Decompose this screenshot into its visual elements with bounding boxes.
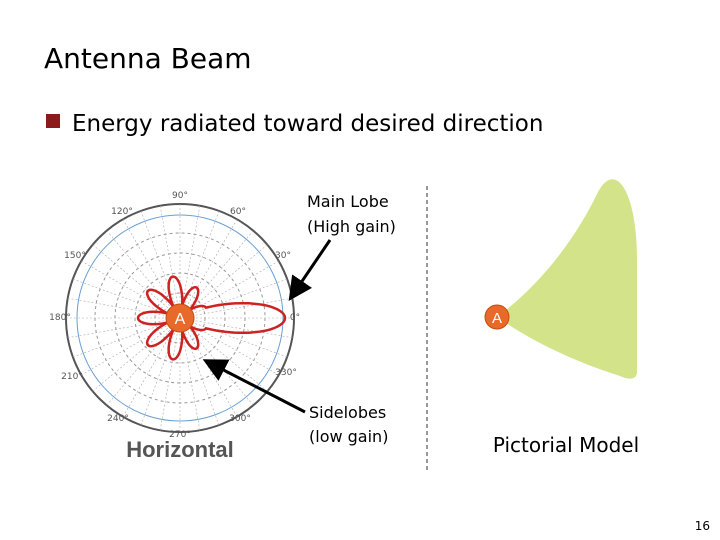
plot-spoke [72, 317, 181, 358]
angle-label: 240° [107, 414, 129, 424]
callout-text: Sidelobes [309, 403, 386, 422]
plot-spoke [122, 317, 181, 417]
slide-title: Antenna Beam [44, 42, 252, 75]
angle-label: 0° [290, 313, 300, 323]
plot-spoke [106, 230, 181, 319]
angle-label: 150° [64, 251, 86, 261]
plot-spoke [179, 244, 268, 319]
angle-label: 60° [230, 207, 246, 217]
plot-spoke [140, 317, 181, 426]
plot-spoke [179, 317, 268, 392]
plot-spoke [159, 317, 181, 431]
plot-spoke [92, 244, 181, 319]
arrow [288, 239, 332, 301]
plot-spoke [92, 317, 181, 392]
callout-text: (High gain) [307, 217, 396, 236]
arrow [202, 359, 306, 414]
plot-spoke [159, 205, 181, 319]
plot-spoke [179, 278, 288, 319]
angle-label: 30° [275, 251, 291, 261]
plot-spoke [179, 219, 238, 319]
source-label: A [492, 310, 502, 327]
plot-spoke [122, 219, 181, 319]
plot-spoke [179, 317, 293, 339]
page-number: 16 [695, 519, 710, 533]
plot-spoke [67, 317, 181, 339]
plot-spoke [179, 230, 254, 319]
angle-label: 120° [111, 207, 133, 217]
source-marker [165, 303, 195, 333]
bullet-marker [46, 114, 60, 128]
plot-spoke [179, 205, 201, 319]
source-marker [484, 304, 510, 330]
radiation-pattern [136, 275, 287, 361]
plot-ring [76, 214, 284, 422]
angle-label: 270° [169, 430, 191, 440]
bullet-text: Energy radiated toward desired direction [72, 111, 543, 137]
angle-label: 330° [275, 368, 297, 378]
plot-spoke [179, 260, 279, 319]
callout-text: Main Lobe [307, 192, 389, 211]
angle-label: 210° [61, 372, 83, 382]
plot-spoke [179, 317, 220, 426]
plot-spoke [179, 210, 220, 319]
model-caption: Pictorial Model [493, 433, 639, 457]
plot-spoke [179, 317, 201, 431]
plot-spoke [106, 317, 181, 406]
polar-plot: 90° 60° 30° 0° 330° 300° 270° 240° 210° 180° 150° 1… [49, 191, 300, 440]
plot-spoke [179, 317, 288, 358]
angle-label: 180° [49, 313, 71, 323]
angle-label: 90° [172, 191, 188, 201]
plot-spoke [81, 317, 181, 376]
callout-text: (low gain) [309, 427, 388, 446]
plot-spoke [179, 317, 279, 376]
plot-spoke [81, 260, 181, 319]
plot-spoke [72, 278, 181, 319]
plot-caption: Horizontal [126, 437, 234, 462]
plot-spoke [140, 210, 181, 319]
plot-spoke [179, 297, 293, 319]
angle-label: 300° [229, 414, 251, 424]
plot-spoke [67, 297, 181, 319]
source-label: A [175, 311, 186, 328]
beam-cone [497, 179, 637, 379]
